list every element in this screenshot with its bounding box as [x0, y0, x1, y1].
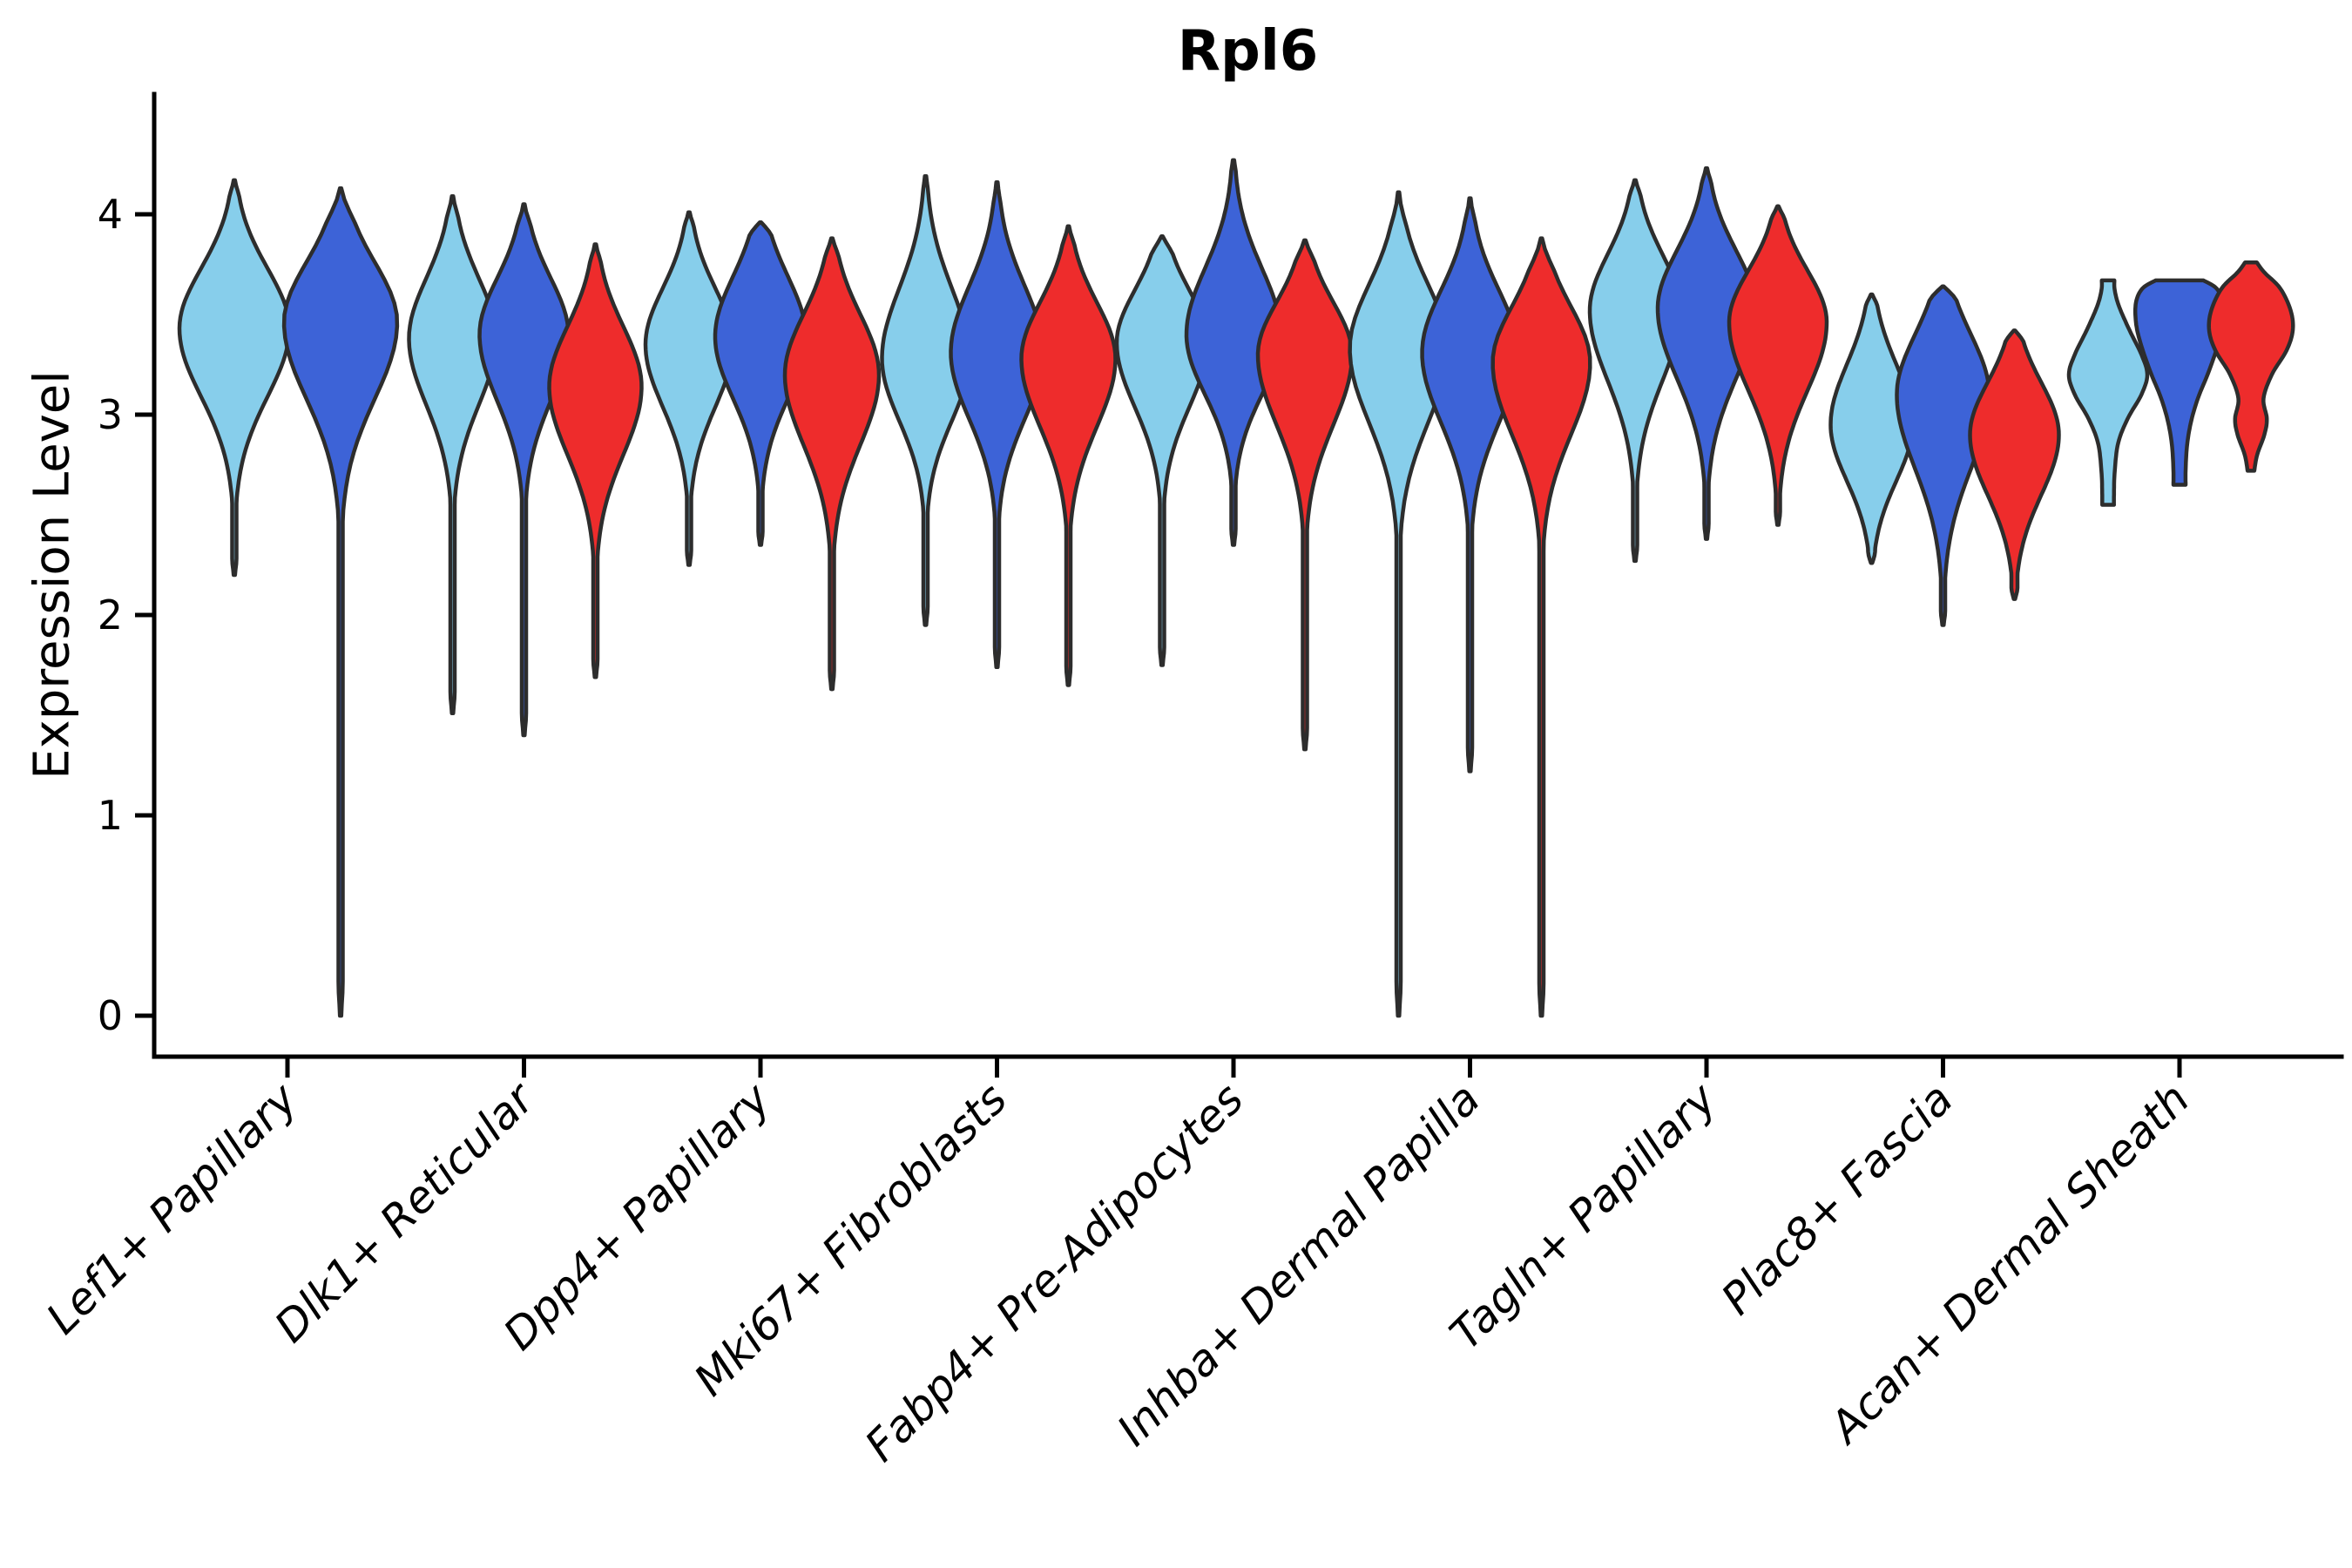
- violin-0-1: [281, 186, 400, 1018]
- x-tick-label: Dlk1+ Reticular: [265, 1071, 545, 1352]
- violin-1-0: [407, 194, 498, 715]
- y-tick-label: 2: [98, 591, 123, 639]
- violin-6-0: [1587, 178, 1683, 564]
- chart-title: Rpl6: [1177, 19, 1319, 84]
- violin-2-2: [782, 236, 882, 692]
- y-tick-label: 4: [98, 191, 123, 238]
- violin-0-0: [177, 178, 292, 578]
- violin-3-1: [949, 179, 1045, 670]
- violin-6-2: [1727, 204, 1829, 527]
- x-tick-label: Tagln+ Papillary: [1440, 1072, 1727, 1359]
- violin-1-2: [547, 242, 644, 679]
- x-tick-label: Fabp4+ Pre-Adipocytes: [855, 1073, 1254, 1471]
- violin-4-2: [1255, 238, 1355, 752]
- violin-4-1: [1184, 158, 1283, 547]
- x-tick-label: Plac8+ Fascia: [1712, 1073, 1963, 1324]
- violin-8-2: [2207, 260, 2295, 473]
- violin-2-0: [643, 210, 735, 567]
- violin-7-2: [1968, 328, 2061, 601]
- violin-8-0: [2066, 278, 2150, 507]
- violin-3-2: [1019, 224, 1118, 687]
- violin-5-2: [1490, 236, 1592, 1018]
- y-tick-label: 1: [98, 792, 123, 839]
- x-tick-label: Lef1+ Papillary: [37, 1072, 308, 1343]
- y-tick-label: 0: [98, 992, 123, 1039]
- violin-3-0: [880, 174, 971, 627]
- violin-5-0: [1348, 190, 1450, 1018]
- y-tick-label: 3: [98, 391, 123, 438]
- violin-1-1: [477, 202, 571, 738]
- violin-5-1: [1420, 196, 1520, 774]
